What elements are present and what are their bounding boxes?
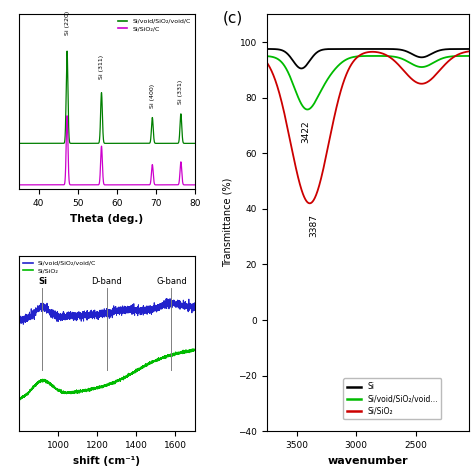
Text: Si (220): Si (220) [64, 11, 70, 36]
X-axis label: wavenumber: wavenumber [328, 456, 409, 465]
Text: 3422: 3422 [301, 120, 310, 143]
Text: (c): (c) [222, 10, 243, 25]
Text: Si (311): Si (311) [99, 55, 104, 79]
Legend: Si, Si/void/SiO₂/void..., Si/SiO₂: Si, Si/void/SiO₂/void..., Si/SiO₂ [343, 378, 441, 419]
Text: Si: Si [38, 277, 47, 286]
X-axis label: shift (cm⁻¹): shift (cm⁻¹) [73, 456, 140, 465]
Text: D-band: D-band [91, 277, 122, 286]
X-axis label: Theta (deg.): Theta (deg.) [71, 214, 144, 224]
Legend: Si/void/SiO₂/void/C, Si/SiO₂: Si/void/SiO₂/void/C, Si/SiO₂ [22, 259, 97, 274]
Text: Si (400): Si (400) [150, 84, 155, 108]
Text: Si (331): Si (331) [178, 80, 183, 104]
Text: 3387: 3387 [309, 214, 318, 237]
Y-axis label: Transmittance (%): Transmittance (%) [223, 178, 233, 267]
Legend: Si/void/SiO₂/void/C, Si/SiO₂/C: Si/void/SiO₂/void/C, Si/SiO₂/C [117, 18, 192, 33]
Text: G-band: G-band [156, 277, 187, 286]
